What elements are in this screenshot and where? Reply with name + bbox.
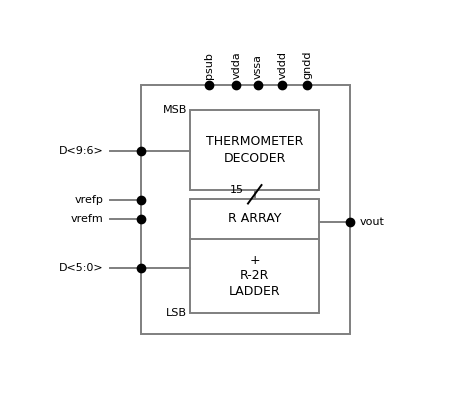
Text: 15: 15 [229, 185, 243, 195]
Text: vrefp: vrefp [75, 196, 104, 206]
Text: R-2R: R-2R [240, 270, 269, 282]
Text: vdda: vdda [231, 51, 241, 79]
Text: +: + [249, 254, 260, 267]
Text: psub: psub [203, 52, 213, 79]
Text: vrefm: vrefm [71, 214, 104, 224]
Text: DECODER: DECODER [223, 152, 286, 165]
Bar [190, 199, 319, 313]
Text: LSB: LSB [166, 308, 187, 318]
Text: D<9:6>: D<9:6> [59, 146, 104, 156]
Text: R ARRAY: R ARRAY [228, 212, 282, 226]
Text: vddd: vddd [278, 51, 288, 79]
Text: MSB: MSB [162, 105, 187, 115]
Text: vssa: vssa [253, 54, 263, 79]
Text: gndd: gndd [302, 50, 312, 79]
Text: vout: vout [359, 217, 384, 227]
Text: D<5:0>: D<5:0> [59, 263, 104, 273]
Text: LADDER: LADDER [229, 285, 281, 298]
Bar [141, 85, 350, 334]
Bar [190, 110, 319, 190]
Text: THERMOMETER: THERMOMETER [206, 135, 303, 148]
